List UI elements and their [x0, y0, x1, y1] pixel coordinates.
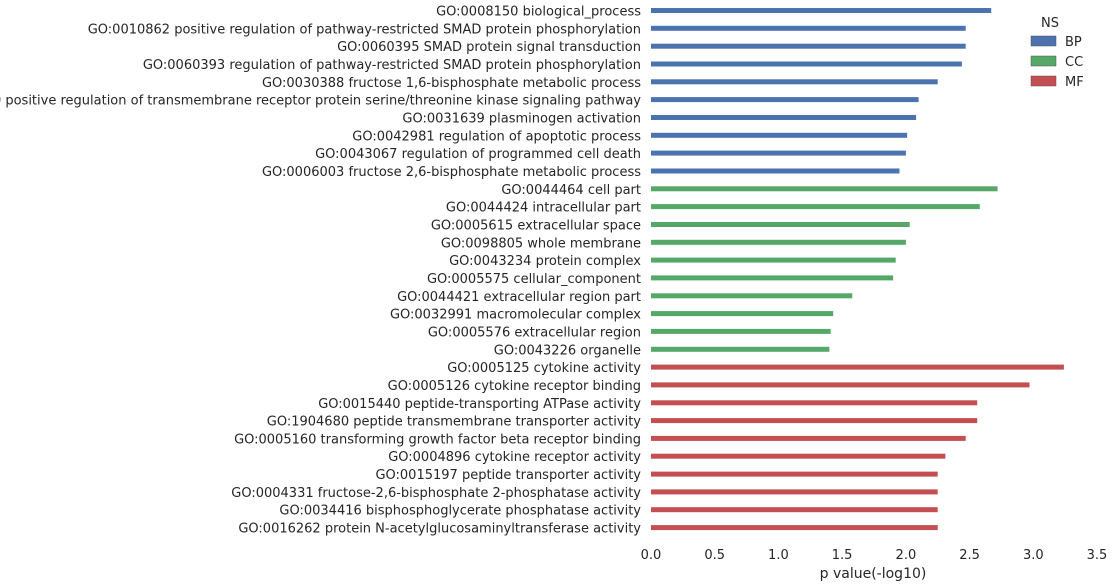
category-label: GO:0098805 whole membrane	[441, 236, 641, 251]
category-label: GO:0006003 fructose 2,6-bisphosphate met…	[262, 165, 641, 180]
category-label: GO:0060395 SMAD protein signal transduct…	[337, 40, 641, 55]
bar-mf	[651, 382, 1030, 388]
x-tick-label: 3.5	[1087, 548, 1108, 563]
category-label: GO:0008150 biological_process	[436, 5, 641, 20]
bars-layer	[651, 8, 1064, 531]
category-labels: GO:0008150 biological_process GO:0010862 …	[0, 5, 641, 537]
bar-cc	[651, 222, 910, 227]
bar-mf	[651, 364, 1064, 370]
category-label: GO:0043226 organelle	[494, 343, 641, 358]
bar-mf	[651, 489, 938, 495]
category-label: GO:0042981 regulation of apoptotic proce…	[352, 129, 641, 144]
bar-cc	[651, 293, 853, 299]
bar-bp	[651, 61, 962, 67]
category-label: GO:0031639 plasminogen activation	[402, 112, 641, 127]
category-label: GO:0060393 regulation of pathway-restric…	[143, 58, 641, 73]
category-label: GO:0043234 protein complex	[449, 254, 641, 269]
x-tick-label: 0.0	[641, 548, 662, 563]
x-axis: 0.0 0.5 1.0 1.5 2.0 2.5 3.0 3.5	[641, 548, 1108, 563]
bar-bp	[651, 115, 917, 120]
bar-bp	[651, 79, 938, 85]
bar-cc	[651, 257, 896, 263]
x-tick-label: 0.5	[704, 548, 725, 563]
x-axis-label: p value(-log10)	[820, 566, 927, 582]
x-tick-label: 2.5	[959, 548, 980, 563]
bar-cc	[651, 328, 831, 334]
legend-swatch-cc	[1030, 55, 1057, 67]
category-label: GO:0043067 regulation of programmed cell…	[315, 147, 641, 162]
legend-title: NS	[1041, 16, 1059, 31]
x-tick-label: 2.0	[896, 548, 917, 563]
category-label: GO:0005125 cytokine activity	[447, 361, 641, 376]
category-label: GO:0032991 macromolecular complex	[390, 308, 641, 323]
category-label: GO:0004331 fructose-2,6-bisphosphate 2-p…	[231, 486, 641, 501]
bar-bp	[651, 43, 966, 49]
bar-cc	[651, 204, 980, 210]
category-label: GO:0005576 extracellular region	[428, 325, 641, 340]
bar-bp	[651, 168, 900, 174]
category-label: GO:1904680 peptide transmembrane transpo…	[267, 415, 642, 430]
bar-mf	[651, 435, 966, 441]
legend-label-mf: MF	[1065, 75, 1084, 90]
category-label: GO:0005160 transforming growth factor be…	[234, 432, 641, 447]
legend-label-bp: BP	[1065, 35, 1082, 50]
bar-bp	[651, 150, 906, 156]
legend-label-cc: CC	[1065, 55, 1083, 70]
legend-swatch-bp	[1030, 35, 1057, 47]
category-label: GO:0044421 extracellular region part	[397, 290, 641, 305]
category-label: GO:0016262 protein N-acetylglucosaminylt…	[238, 522, 641, 537]
bar-mf	[651, 453, 946, 459]
category-label: GO:0015197 peptide transporter activity	[375, 468, 641, 483]
bar-cc	[651, 346, 830, 352]
bar-mf	[651, 507, 938, 513]
x-tick-label: 1.5	[832, 548, 853, 563]
category-label: GO:0010862 positive regulation of pathwa…	[88, 22, 641, 37]
bar-cc	[651, 239, 906, 245]
bar-mf	[651, 400, 978, 406]
category-label: GO:0034416 bisphosphoglycerate phosphata…	[279, 504, 641, 519]
bar-cc	[651, 275, 894, 281]
bar-cc	[651, 311, 834, 317]
category-label: GO:0005126 cytokine receptor binding	[388, 379, 641, 394]
category-label: GO:0044424 intracellular part	[446, 201, 641, 216]
category-label: GO:0004896 cytokine receptor activity	[388, 450, 641, 465]
category-label: GO:0005575 cellular_component	[427, 272, 641, 287]
category-label: GO:0005615 extracellular space	[431, 219, 641, 234]
bar-bp	[651, 97, 919, 103]
bar-cc	[651, 186, 998, 192]
bar-bp	[651, 132, 908, 138]
bar-mf	[651, 418, 978, 424]
x-tick-label: 1.0	[768, 548, 789, 563]
legend: NS BP CC MF	[1030, 16, 1084, 90]
category-label: GO:0030388 fructose 1,6-bisphosphate met…	[262, 76, 641, 91]
category-label: GO:0015440 peptide-transporting ATPase a…	[318, 397, 641, 412]
x-tick-label: 3.0	[1023, 548, 1044, 563]
category-label: GO:0090100 positive regulation of transm…	[0, 94, 641, 109]
bar-bp	[651, 25, 966, 31]
bar-bp	[651, 8, 992, 13]
legend-swatch-mf	[1030, 75, 1057, 87]
bar-mf	[651, 525, 938, 531]
category-label: GO:0044464 cell part	[501, 183, 641, 198]
bar-mf	[651, 471, 938, 477]
